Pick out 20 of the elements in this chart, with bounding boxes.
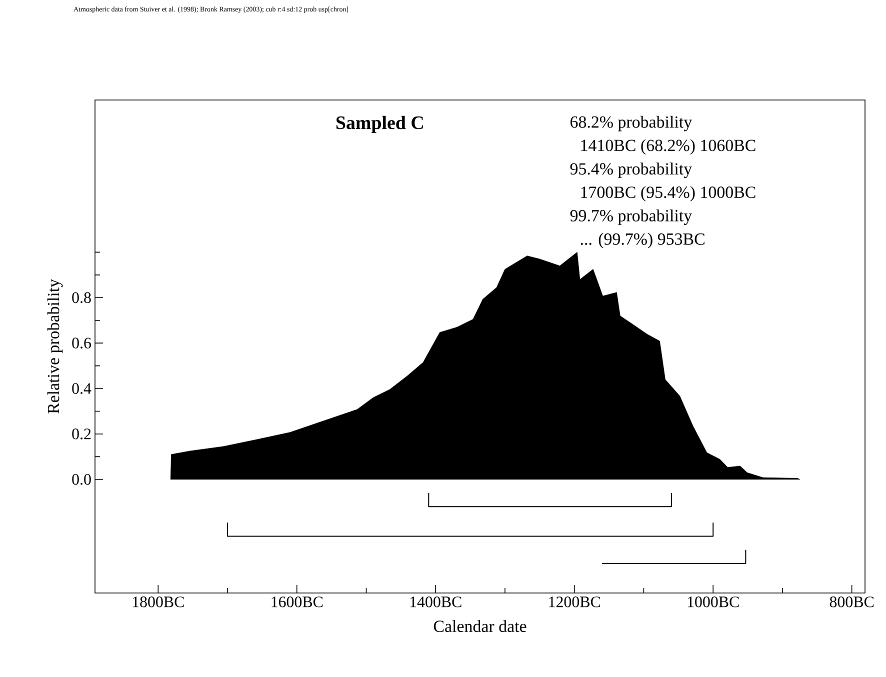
annotation: 95.4% probability bbox=[570, 162, 692, 178]
annotation: 1410BC (68.2%) 1060BC bbox=[581, 139, 756, 155]
annotation: 99.7% probability bbox=[570, 209, 692, 225]
x-tick-label: 1200BC bbox=[549, 596, 600, 608]
y-tick-label: 0.8 bbox=[72, 292, 91, 304]
x-axis-title: Calendar date bbox=[434, 620, 526, 632]
y-tick-label: 0.6 bbox=[72, 338, 92, 348]
y-tick-label: 0.2 bbox=[72, 428, 91, 440]
x-tick-label: 800BC bbox=[830, 596, 874, 608]
x-tick-label: 1800BC bbox=[132, 596, 184, 608]
y-axis-title: Relative probability bbox=[47, 279, 63, 414]
y-tick-label: 0.0 bbox=[72, 474, 91, 485]
annotation: 68.2% probability bbox=[570, 116, 692, 132]
text: Sampled C bbox=[336, 116, 423, 133]
x-tick-label: 1400BC bbox=[410, 596, 462, 608]
y-tick-label: 0.4 bbox=[72, 383, 92, 394]
x-tick-label: 1600BC bbox=[272, 596, 323, 608]
annotation: 1700BC (95.4%) 1000BC bbox=[581, 186, 756, 202]
x-tick-label: 1000BC bbox=[688, 596, 739, 608]
annotation: ... (99.7%) 953BC bbox=[580, 232, 704, 248]
